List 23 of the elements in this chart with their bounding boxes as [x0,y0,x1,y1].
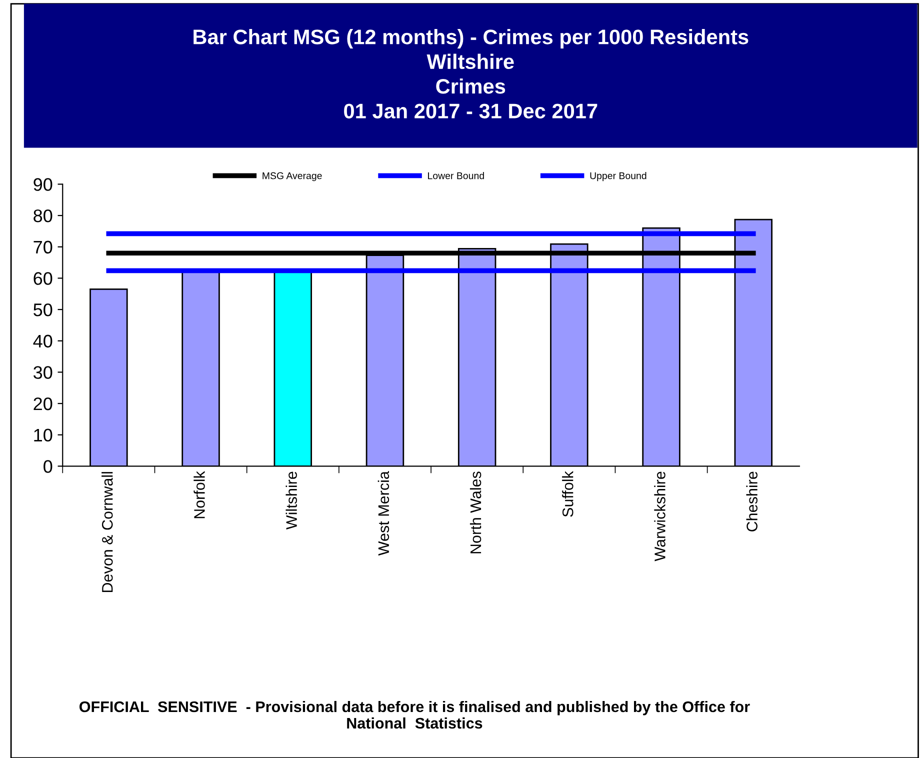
x-tick-label: Warwickshire [654,472,666,562]
y-tick-label: 30 [34,366,52,379]
x-tick-label: West Mercia [378,471,390,556]
x-tick-label: Norfolk [194,471,205,518]
y-tick-label: 0 [44,460,52,473]
x-tick-label: North Wales [470,472,482,554]
x-tick-label: Devon & Cornwall [102,472,113,592]
x-tick-label: Cheshire [746,472,758,532]
y-tick-label: 10 [34,428,52,442]
y-tick-label: 60 [34,272,52,285]
y-tick-label: 40 [33,334,52,348]
legend-label: Upper Bound [590,172,646,182]
y-tick-label: 80 [34,209,52,222]
y-tick-label: 90 [34,178,52,191]
legend-label: MSG Average [262,172,322,182]
y-tick-label: 20 [34,397,52,410]
x-tick-label: Suffolk [562,471,574,517]
y-tick-label: 70 [34,240,52,254]
text: OFFICIAL SENSITIVE - Provisional data before it is finalised and published by the Office for National Statistics [80,700,750,729]
legend-label: Lower Bound [428,172,484,180]
y-tick-label: 50 [34,303,52,316]
chart-title: Bar Chart MSG (12 months) - Crimes per 1000 Residents Wiltshire Crimes 01 Jan 2017 - 31 Dec 2017 [194,29,748,118]
x-tick-label: Wiltshire [286,472,297,530]
